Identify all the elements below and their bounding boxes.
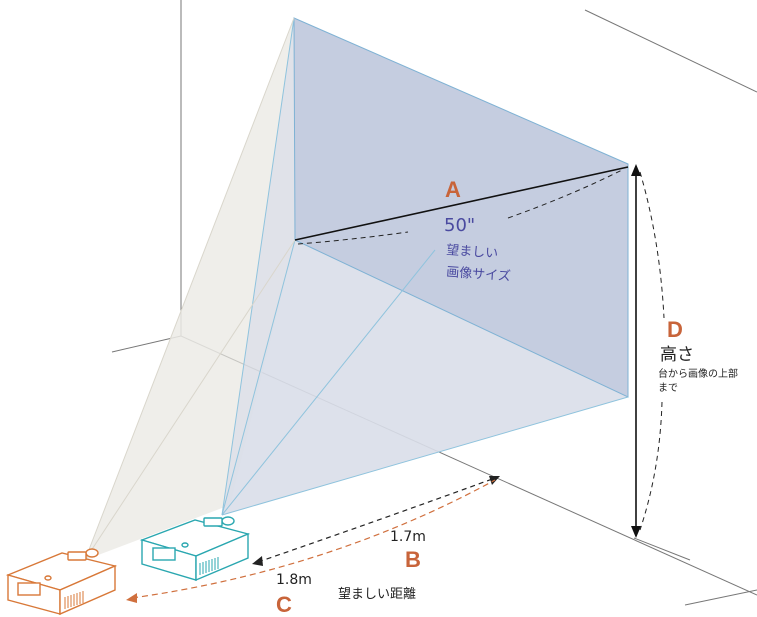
far-beam-edges [84,17,296,561]
near-projector-beam [222,240,628,515]
projector-near-icon [139,516,251,582]
distance-arrow-c [126,479,496,603]
label-a-size: 50" [444,215,475,236]
distance-caption: 望ましい距離 [338,586,416,602]
label-b-letter: B [405,547,421,572]
height-dashed-curve-top [639,171,665,319]
label-d-line2: まで [658,382,678,394]
height-arrow-d [631,164,641,538]
label-b-distance: 1.7m [390,529,426,545]
beam-edges [221,17,629,516]
label-a-line1: 望ましい [446,242,499,262]
diagonal-dashed-left [297,231,409,245]
label-d-title: 高さ [660,345,694,365]
label-a-letter: A [445,177,461,202]
label-d-line1: 台から画像の上部 [658,367,738,380]
height-dashed-curve-bottom [639,401,663,531]
label-a-line2: 画像サイズ [446,264,512,284]
label-c-distance: 1.8m [276,572,312,588]
label-c-letter: C [276,592,292,617]
diagonal-dashed-right [507,169,623,219]
projector-far-icon [5,548,118,616]
label-d-letter: D [667,317,683,342]
diagonal-line-a [294,166,629,241]
